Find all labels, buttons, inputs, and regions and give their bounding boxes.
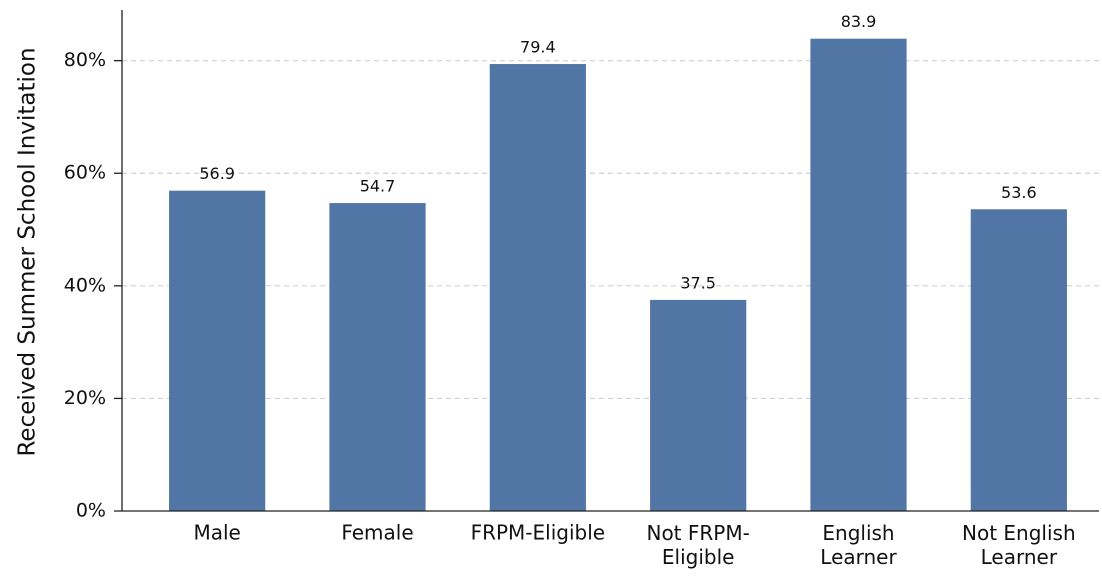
value-label: 54.7	[360, 177, 396, 196]
value-label: 83.9	[841, 12, 877, 31]
x-tick-label: Female	[341, 521, 413, 545]
x-tick-label: Male	[193, 521, 240, 545]
y-tick-label: 0%	[76, 500, 106, 522]
value-label: 79.4	[520, 38, 556, 57]
bar	[489, 64, 586, 511]
bar	[650, 299, 747, 511]
y-tick-label: 80%	[64, 49, 106, 71]
x-tick-label: Not FRPM-Eligible	[646, 521, 749, 569]
y-axis-label: Received Summer School Invitation	[15, 47, 41, 456]
value-label: 53.6	[1001, 183, 1037, 202]
y-tick-label: 20%	[64, 387, 106, 409]
value-label: 56.9	[199, 164, 235, 183]
bar	[169, 190, 266, 511]
y-tick-label: 40%	[64, 274, 106, 296]
y-tick-label: 60%	[64, 162, 106, 184]
x-tick-label: English Learner	[820, 521, 897, 569]
bar	[970, 209, 1067, 511]
x-tick-label: FRPM-Eligible	[471, 521, 606, 545]
bar	[810, 38, 907, 512]
x-tick-label: Not English Learner	[962, 521, 1076, 569]
value-label: 37.5	[680, 273, 716, 292]
bar	[329, 203, 426, 511]
